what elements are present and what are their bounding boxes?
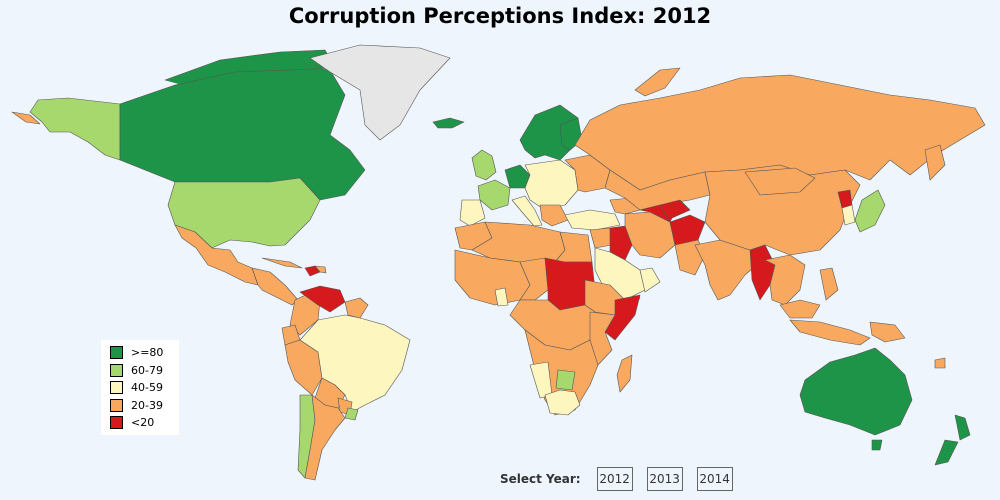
legend-swatch <box>110 381 123 395</box>
legend-item: >=80 <box>110 344 179 362</box>
region-alaska <box>29 97 121 161</box>
region-central-america <box>251 267 299 306</box>
region-malaysia <box>779 299 821 319</box>
year-button-2012[interactable]: 2012 <box>596 467 633 491</box>
region-turkey <box>564 209 621 231</box>
year-button-2014[interactable]: 2014 <box>696 467 733 491</box>
region-brazil <box>299 314 411 413</box>
region-uruguay <box>344 407 359 421</box>
region-oman-uae <box>639 267 661 293</box>
legend-swatch <box>110 363 123 377</box>
year-selector: Select Year: 2012 2013 2014 <box>500 466 747 492</box>
region-guianas <box>344 297 369 319</box>
region-se-asia <box>764 254 806 306</box>
legend-label: 20-39 <box>131 398 163 412</box>
region-philippines <box>819 267 839 301</box>
region-kamchatka <box>924 144 946 181</box>
region-south-korea <box>841 204 856 226</box>
legend-item: 20-39 <box>110 397 179 415</box>
year-button-2013[interactable]: 2013 <box>646 467 683 491</box>
region-png <box>869 321 906 343</box>
region-japan <box>854 189 886 233</box>
region-italy <box>511 195 543 227</box>
region-france <box>477 179 511 211</box>
region-cuba <box>261 257 303 269</box>
region-new-zealand-n <box>954 414 971 441</box>
region-south-africa <box>544 389 581 416</box>
region-madagascar <box>616 354 633 393</box>
region-tasmania <box>871 439 883 451</box>
region-balkans <box>539 204 569 227</box>
region-botswana <box>555 369 576 391</box>
region-dominican <box>314 265 327 274</box>
legend-swatch <box>110 398 123 412</box>
region-novaya-zemlya <box>634 67 681 97</box>
region-kazakhstan <box>604 169 711 211</box>
region-namibia-angola <box>529 361 553 399</box>
region-iraq <box>609 225 633 261</box>
region-indonesia <box>789 319 871 346</box>
legend-label: 60-79 <box>131 363 163 377</box>
region-afghanistan <box>669 214 706 246</box>
year-selector-label: Select Year: <box>500 472 581 486</box>
map-title: Corruption Perceptions Index: 2012 <box>288 4 712 28</box>
region-mongolia <box>744 167 816 196</box>
region-uk-ireland <box>471 149 497 181</box>
legend-label: 40-59 <box>131 381 163 395</box>
region-pacific-islands <box>934 357 946 369</box>
legend-label: <20 <box>131 416 155 430</box>
region-uzbekistan <box>659 199 691 223</box>
region-iceland <box>432 117 465 129</box>
legend-item: 60-79 <box>110 362 179 380</box>
legend: >=80 60-79 40-59 20-39 <20 <box>101 340 179 435</box>
legend-item: 40-59 <box>110 379 179 397</box>
region-aleutians <box>11 111 41 125</box>
region-argentina <box>304 394 346 481</box>
legend-swatch <box>110 416 123 430</box>
region-ghana <box>494 287 509 307</box>
region-central-africa <box>509 299 596 351</box>
region-eastern-europe <box>524 159 579 211</box>
region-syria-lebanon <box>589 227 613 249</box>
legend-item: <20 <box>110 414 179 432</box>
region-canada <box>119 64 366 201</box>
legend-swatch <box>110 346 123 360</box>
region-iberia <box>459 199 486 227</box>
region-greenland <box>309 44 451 141</box>
region-australia <box>799 347 913 436</box>
legend-label: >=80 <box>131 346 164 360</box>
region-new-zealand-s <box>934 439 959 466</box>
